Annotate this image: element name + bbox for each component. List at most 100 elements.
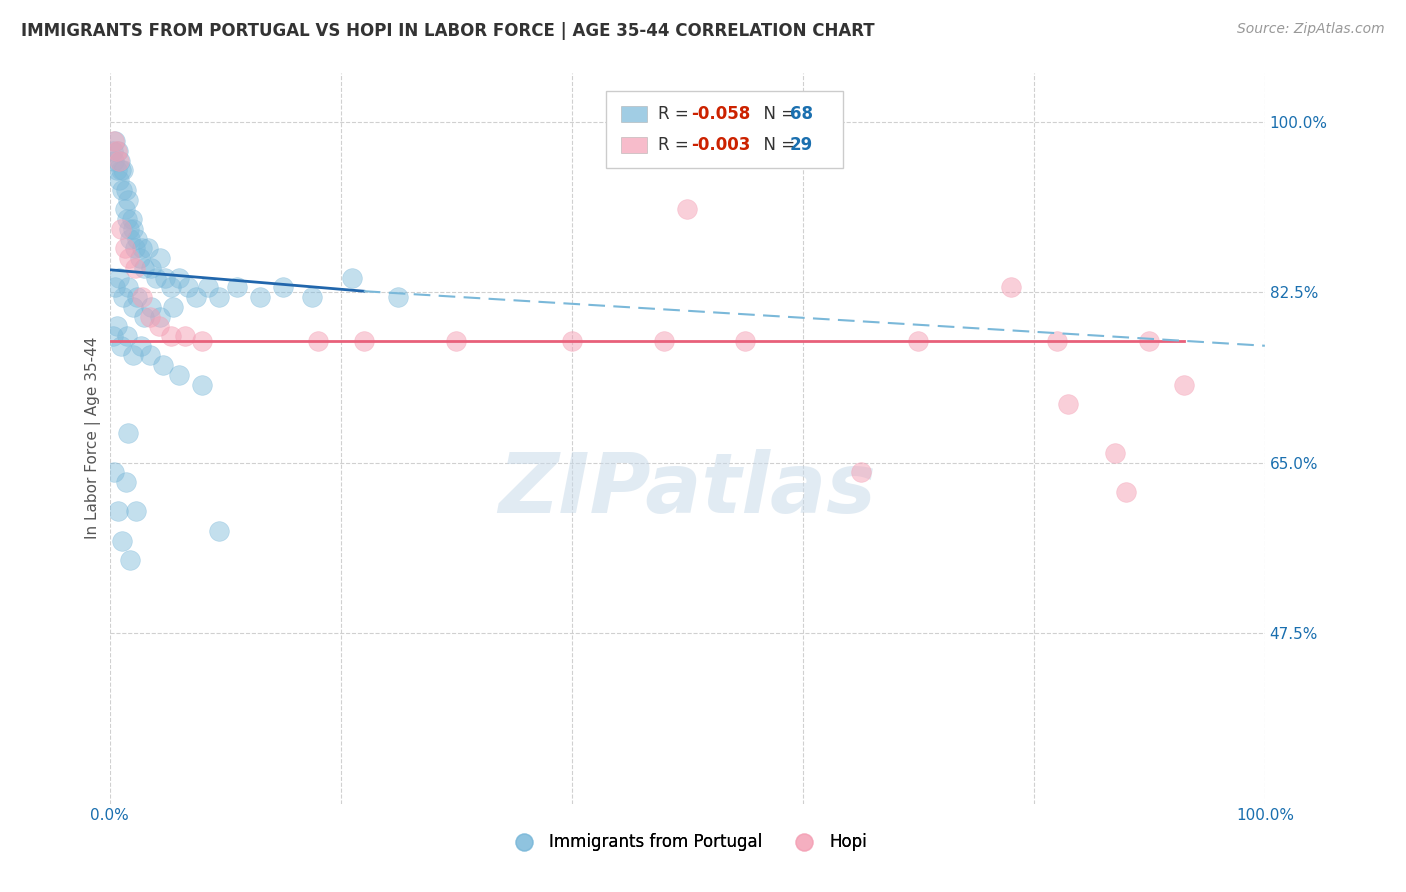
Point [1173, 377, 1195, 392]
Point [152, 358, 174, 372]
Point [114, 183, 136, 197]
Point [1115, 484, 1137, 499]
Point [444, 334, 467, 348]
Point [114, 202, 136, 217]
Point [141, 300, 163, 314]
Point [103, 153, 125, 168]
Point [208, 524, 231, 538]
Point [139, 310, 162, 324]
Point [561, 334, 583, 348]
Text: Source: ZipAtlas.com: Source: ZipAtlas.com [1237, 22, 1385, 37]
Point [131, 241, 153, 255]
Point [301, 290, 323, 304]
Point [1057, 397, 1080, 411]
Point [107, 504, 129, 518]
Point [121, 222, 143, 236]
Point [191, 334, 214, 348]
Text: R =: R = [658, 105, 695, 123]
Point [118, 251, 141, 265]
Point [121, 300, 143, 314]
Point [141, 260, 163, 275]
Point [108, 270, 131, 285]
Text: IMMIGRANTS FROM PORTUGAL VS HOPI IN LABOR FORCE | AGE 35-44 CORRELATION CHART: IMMIGRANTS FROM PORTUGAL VS HOPI IN LABO… [21, 22, 875, 40]
Point [197, 280, 219, 294]
Point [1000, 280, 1022, 294]
Point [153, 270, 176, 285]
Point [105, 319, 128, 334]
Point [271, 280, 294, 294]
Point [907, 334, 929, 348]
FancyBboxPatch shape [606, 91, 844, 168]
Point [115, 329, 138, 343]
Text: N =: N = [754, 136, 800, 154]
Point [120, 553, 142, 567]
Point [652, 334, 675, 348]
FancyBboxPatch shape [621, 137, 647, 153]
Point [139, 349, 162, 363]
Point [120, 231, 142, 245]
Point [849, 466, 872, 480]
Point [145, 270, 167, 285]
Point [114, 475, 136, 490]
Point [307, 334, 329, 348]
Point [111, 533, 134, 548]
Point [108, 153, 131, 168]
Point [160, 280, 183, 294]
Point [111, 183, 134, 197]
Point [117, 280, 139, 294]
Point [125, 504, 148, 518]
Point [103, 134, 125, 148]
Point [1137, 334, 1160, 348]
Point [112, 163, 135, 178]
Point [149, 251, 172, 265]
Point [131, 290, 153, 304]
Point [104, 134, 127, 148]
Point [103, 466, 125, 480]
Point [167, 368, 190, 382]
Point [127, 290, 149, 304]
Point [186, 290, 208, 304]
Point [1104, 446, 1126, 460]
Text: ZIPatlas: ZIPatlas [498, 449, 876, 530]
Point [134, 260, 156, 275]
Point [167, 270, 190, 285]
Point [676, 202, 699, 217]
Point [108, 153, 131, 168]
Point [124, 241, 146, 255]
Point [124, 260, 146, 275]
Point [101, 329, 124, 343]
Point [104, 280, 127, 294]
Point [127, 231, 149, 245]
Point [191, 377, 214, 392]
Point [162, 300, 184, 314]
Text: 29: 29 [790, 136, 813, 154]
Y-axis label: In Labor Force | Age 35-44: In Labor Force | Age 35-44 [86, 337, 101, 540]
Point [105, 144, 128, 158]
Point [148, 319, 170, 334]
FancyBboxPatch shape [621, 106, 647, 122]
Point [1046, 334, 1069, 348]
Point [342, 270, 364, 285]
Point [107, 144, 129, 158]
Point [173, 329, 195, 343]
Text: 68: 68 [790, 105, 813, 123]
Point [160, 329, 183, 343]
Point [225, 280, 247, 294]
Point [249, 290, 271, 304]
Point [112, 290, 135, 304]
Point [101, 144, 124, 158]
Point [149, 310, 172, 324]
Point [110, 222, 132, 236]
Point [110, 163, 132, 178]
Point [136, 241, 159, 255]
Text: R =: R = [658, 136, 695, 154]
Point [110, 339, 132, 353]
Point [121, 349, 143, 363]
Text: -0.003: -0.003 [690, 136, 749, 154]
Point [134, 310, 156, 324]
Point [208, 290, 231, 304]
Point [115, 212, 138, 227]
Point [118, 222, 141, 236]
Text: N =: N = [754, 105, 800, 123]
Point [353, 334, 375, 348]
